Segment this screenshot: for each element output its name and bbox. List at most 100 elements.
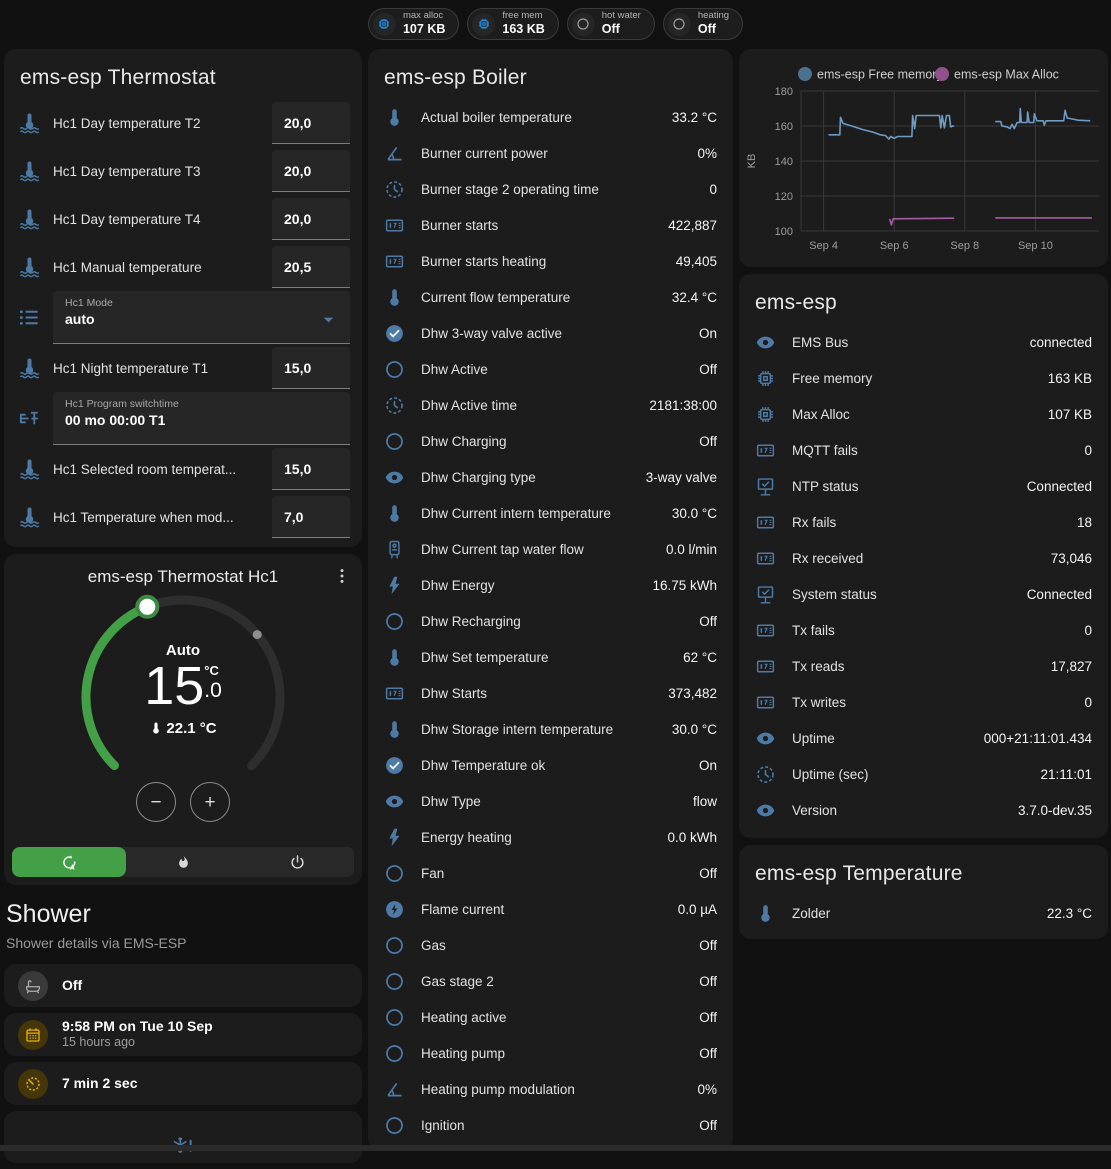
angle-acute-icon [384, 143, 405, 164]
row-dhw-active[interactable]: Dhw ActiveOff [368, 351, 733, 387]
row-energy-heating[interactable]: Energy heating0.0 kWh [368, 819, 733, 855]
row-max-alloc[interactable]: Max Alloc107 KB [739, 396, 1108, 432]
number-input[interactable]: 20,5 [272, 246, 350, 288]
row-ignition[interactable]: IgnitionOff [368, 1107, 733, 1143]
mode-select[interactable]: Hc1 Modeauto [53, 291, 350, 344]
series-ems-esp-max-alloc [890, 218, 955, 225]
row-dhw-temperature-ok[interactable]: Dhw Temperature okOn [368, 747, 733, 783]
entity-value: On [699, 758, 717, 773]
chip-hot-water[interactable]: hot waterOff [567, 8, 655, 40]
row-burner-starts-heating[interactable]: Burner starts heating49,405 [368, 243, 733, 279]
temperature-stepper: − + [136, 782, 230, 822]
row-flame-current[interactable]: Flame current0.0 µA [368, 891, 733, 927]
row-dhw-current-intern-temperature[interactable]: Dhw Current intern temperature30.0 °C [368, 495, 733, 531]
entity-value: 17,827 [1051, 659, 1092, 674]
row-system-status[interactable]: System statusConnected [739, 576, 1108, 612]
chip-max-alloc[interactable]: max alloc107 KB [368, 8, 459, 40]
chip-icon [472, 13, 495, 36]
dial-card-title: ems-esp Thermostat Hc1 [18, 567, 348, 587]
row-heating-pump-modulation[interactable]: Heating pump modulation0% [368, 1071, 733, 1107]
more-menu-icon[interactable] [332, 566, 352, 586]
decrease-temp-button[interactable]: − [136, 782, 176, 822]
row-dhw-type[interactable]: Dhw Typeflow [368, 783, 733, 819]
shower-item-snowflake-alert[interactable] [4, 1111, 362, 1163]
row-tx-writes[interactable]: Tx writes0 [739, 684, 1108, 720]
row-uptime-sec[interactable]: Uptime (sec)21:11:01 [739, 756, 1108, 792]
number-input[interactable]: 20,0 [272, 102, 350, 144]
svg-text:Sep 10: Sep 10 [1018, 240, 1053, 252]
row-heating-active[interactable]: Heating activeOff [368, 999, 733, 1035]
row-zolder[interactable]: Zolder22.3 °C [739, 895, 1108, 931]
entity-label: Hc1 Day temperature T3 [53, 164, 262, 179]
heat-mode-button[interactable] [126, 847, 240, 877]
row-current-flow-temperature[interactable]: Current flow temperature32.4 °C [368, 279, 733, 315]
row-ntp-status[interactable]: NTP statusConnected [739, 468, 1108, 504]
entity-label: Ignition [421, 1118, 683, 1133]
thermometer-water-icon [18, 112, 41, 135]
row-mqtt-fails[interactable]: MQTT fails0 [739, 432, 1108, 468]
entity-label: Hc1 Day temperature T2 [53, 116, 262, 131]
number-input[interactable]: 7,0 [272, 496, 350, 538]
shower-item-off[interactable]: Off [4, 964, 362, 1007]
dial-active-arc [86, 607, 147, 766]
temperature-rows: Zolder22.3 °C [739, 895, 1108, 931]
row-dhw-storage-intern-temperature[interactable]: Dhw Storage intern temperature30.0 °C [368, 711, 733, 747]
row-dhw-energy[interactable]: Dhw Energy16.75 kWh [368, 567, 733, 603]
row-dhw-active-time[interactable]: Dhw Active time2181:38:00 [368, 387, 733, 423]
row-uptime[interactable]: Uptime000+21:11:01.434 [739, 720, 1108, 756]
row-rx-fails[interactable]: Rx fails18 [739, 504, 1108, 540]
row-dhw-charging[interactable]: Dhw ChargingOff [368, 423, 733, 459]
chip-free-mem[interactable]: free mem163 KB [467, 8, 558, 40]
number-input[interactable]: 15,0 [272, 347, 350, 389]
row-dhw-3-way-valve-active[interactable]: Dhw 3-way valve activeOn [368, 315, 733, 351]
row-free-memory[interactable]: Free memory163 KB [739, 360, 1108, 396]
svg-text:140: 140 [775, 156, 793, 168]
number-input[interactable]: 20,0 [272, 198, 350, 240]
row-actual-boiler-temperature[interactable]: Actual boiler temperature33.2 °C [368, 99, 733, 135]
thermometer-water-icon [18, 458, 41, 481]
circle-outline-icon [384, 971, 405, 992]
entity-label: Dhw Charging type [421, 470, 630, 485]
row-tx-fails[interactable]: Tx fails0 [739, 612, 1108, 648]
row-rx-received[interactable]: Rx received73,046 [739, 540, 1108, 576]
shower-item-9-58-pm-on-tue-10-sep[interactable]: 9:58 PM on Tue 10 Sep15 hours ago [4, 1013, 362, 1056]
row-tx-reads[interactable]: Tx reads17,827 [739, 648, 1108, 684]
shower-item-7-min-2-sec[interactable]: 7 min 2 sec [4, 1062, 362, 1105]
row-dhw-recharging[interactable]: Dhw RechargingOff [368, 603, 733, 639]
thermostat-card-title: ems-esp Thermostat [4, 49, 362, 99]
dial-knob[interactable] [137, 597, 157, 617]
row-burner-current-power[interactable]: Burner current power0% [368, 135, 733, 171]
row-version[interactable]: Version3.7.0-dev.35 [739, 792, 1108, 828]
increase-temp-button[interactable]: + [190, 782, 230, 822]
entity-label: Dhw Current tap water flow [421, 542, 650, 557]
circle-outline-icon [384, 431, 405, 452]
entity-label: NTP status [792, 479, 1011, 494]
row-burner-stage-2-operating-time[interactable]: Burner stage 2 operating time0 [368, 171, 733, 207]
auto-mode-button[interactable] [12, 847, 126, 877]
off-mode-button[interactable] [240, 847, 354, 877]
row-gas[interactable]: GasOff [368, 927, 733, 963]
eye-icon [384, 791, 405, 812]
row-burner-starts[interactable]: Burner starts422,887 [368, 207, 733, 243]
legend-item-ems-esp-max-alloc[interactable]: ems-esp Max Alloc [935, 67, 1059, 82]
number-input[interactable]: 20,0 [272, 150, 350, 192]
shower-item-primary: 7 min 2 sec [62, 1075, 138, 1093]
svg-text:ems-esp Max Alloc: ems-esp Max Alloc [954, 68, 1059, 82]
entity-value: Connected [1027, 587, 1092, 602]
dashboard: max alloc107 KBfree mem163 KB hot waterOf… [0, 0, 1111, 1169]
row-dhw-charging-type[interactable]: Dhw Charging type3-way valve [368, 459, 733, 495]
row-dhw-starts[interactable]: Dhw Starts373,482 [368, 675, 733, 711]
svg-text:160: 160 [775, 121, 793, 133]
number-input[interactable]: 15,0 [272, 448, 350, 490]
row-fan[interactable]: FanOff [368, 855, 733, 891]
row-gas-stage-2[interactable]: Gas stage 2Off [368, 963, 733, 999]
entity-value: 0 [1084, 443, 1092, 458]
legend-item-ems-esp-free-memory[interactable]: ems-esp Free memory [798, 67, 943, 82]
text-input[interactable]: Hc1 Program switchtime00 mo 00:00 T1 [53, 392, 350, 445]
row-dhw-set-temperature[interactable]: Dhw Set temperature62 °C [368, 639, 733, 675]
row-ems-bus[interactable]: EMS Busconnected [739, 324, 1108, 360]
row-dhw-current-tap-water-flow[interactable]: Dhw Current tap water flow0.0 l/min [368, 531, 733, 567]
chip-heating[interactable]: heatingOff [663, 8, 743, 40]
svg-text:Sep 8: Sep 8 [950, 240, 979, 252]
row-heating-pump[interactable]: Heating pumpOff [368, 1035, 733, 1071]
